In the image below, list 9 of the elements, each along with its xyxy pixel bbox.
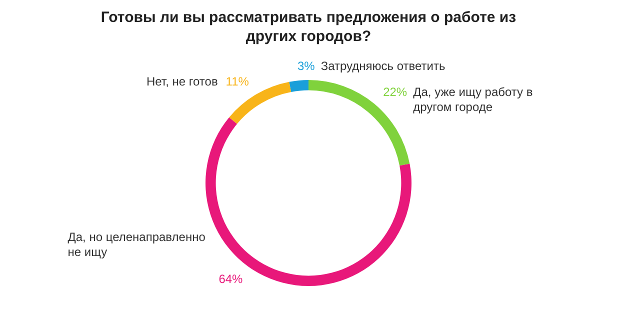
data-label: 11% bbox=[226, 74, 250, 89]
slice-label: Да, но целенаправленно не ищу bbox=[68, 230, 206, 260]
slice-label: Затрудняюсь ответить bbox=[320, 58, 446, 73]
chart-title: Готовы ли вы рассматривать предложения о работе из других городов? bbox=[100, 8, 518, 46]
data-label: 22% bbox=[383, 85, 408, 100]
data-label: 64% bbox=[218, 272, 244, 286]
slice-label: Да, уже ищу работу в другом городе bbox=[413, 85, 533, 114]
slice-label: Нет, не готов bbox=[146, 74, 218, 89]
data-label: 3% bbox=[297, 58, 316, 73]
